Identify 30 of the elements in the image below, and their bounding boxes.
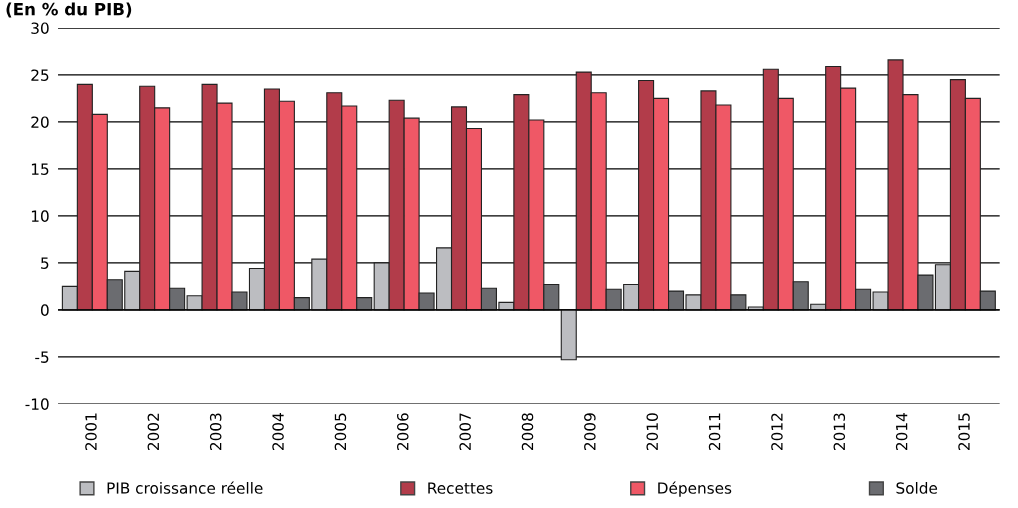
x-tick-label: 2006 [397,413,409,450]
x-tick-label: 2004 [272,413,284,450]
y-tick-label: -5 [35,351,49,363]
x-tick-label: 2010 [646,413,659,450]
legend-label: Solde [896,482,938,494]
y-tick-label: 30 [31,22,49,34]
x-tick-label: 2015 [958,413,970,450]
y-tick-label: 10 [31,210,49,222]
chart-title: (En % du PIB) [6,2,132,18]
y-tick-label: 15 [31,163,49,175]
legend-label: Dépenses [658,481,732,497]
legend-label: Recettes [428,482,493,494]
x-tick-label: 2005 [334,413,347,450]
y-tick-label: 5 [41,257,49,269]
legend-label: PIB croissance réelle [107,481,263,494]
x-tick-label: 2002 [147,413,160,450]
y-tick-label: 20 [31,116,49,128]
y-tick-label: -10 [25,398,49,410]
x-tick-label: 2003 [209,413,222,450]
y-tick-label: 25 [31,69,49,81]
x-tick-label: 2007 [459,413,471,450]
x-tick-label: 2014 [895,413,908,450]
x-tick-label: 2009 [584,413,596,450]
x-tick-label: 2011 [708,413,721,450]
x-tick-label: 2001 [85,413,97,450]
x-tick-label: 2012 [771,413,783,450]
x-tick-label: 2013 [833,413,846,450]
y-tick-label: 0 [40,304,49,316]
bar [560,309,577,361]
x-tick-label: 2008 [521,413,534,450]
